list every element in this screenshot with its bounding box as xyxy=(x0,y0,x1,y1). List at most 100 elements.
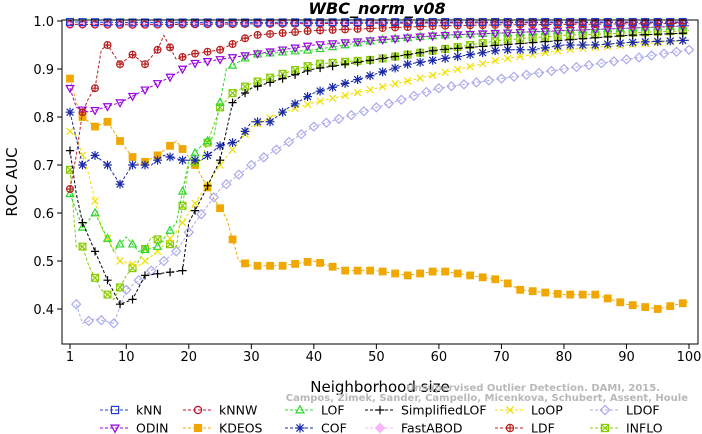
data-point-ldof xyxy=(133,274,145,286)
data-point-kdeos xyxy=(328,262,337,271)
series-knn xyxy=(65,17,689,27)
data-point-loop xyxy=(453,65,462,74)
data-point-simplifiedlof xyxy=(228,98,237,107)
data-point-knn xyxy=(216,18,225,27)
data-point-kdeos xyxy=(516,285,525,294)
data-point-cof xyxy=(378,67,388,77)
data-point-simplifiedlof xyxy=(140,271,150,280)
data-point-kdeos xyxy=(378,267,387,276)
data-point-cof xyxy=(390,63,400,73)
data-point-ldof xyxy=(458,79,470,90)
data-point-ldof xyxy=(321,117,332,129)
data-point-odin xyxy=(515,28,525,38)
data-point-odin xyxy=(90,106,100,116)
data-point-simplifiedlof xyxy=(353,58,362,67)
data-point-loop xyxy=(316,97,324,105)
data-point-odin xyxy=(227,54,238,63)
data-point-simplifiedlof xyxy=(203,181,212,190)
data-point-inflo xyxy=(253,77,262,86)
data-point-ldof xyxy=(508,71,520,82)
data-point-ldof xyxy=(70,298,82,310)
data-point-knn xyxy=(328,18,337,27)
data-point-ldof xyxy=(383,98,395,109)
x-tick-label: 90 xyxy=(618,350,635,365)
data-point-odin xyxy=(352,38,363,47)
data-point-odin xyxy=(440,31,450,41)
data-point-loop xyxy=(478,59,487,68)
data-point-lof xyxy=(327,41,338,51)
legend-marker-knnw xyxy=(193,405,203,415)
data-point-knn xyxy=(78,18,87,27)
data-point-ldf xyxy=(166,43,175,52)
data-point-loop xyxy=(503,54,512,63)
data-point-knn xyxy=(203,18,212,27)
data-point-loop xyxy=(228,145,237,154)
data-point-kdeos xyxy=(316,259,325,267)
legend-marker-ldf xyxy=(505,423,515,433)
series-line-cof xyxy=(69,39,690,186)
data-point-ldof xyxy=(521,69,532,81)
data-point-ldof xyxy=(571,61,582,73)
data-point-cof xyxy=(503,45,513,55)
data-point-cof xyxy=(528,45,538,55)
data-point-ldf xyxy=(241,34,250,43)
data-point-knn xyxy=(241,18,250,27)
data-point-lof xyxy=(90,207,100,217)
legend-item-knnw: kNNW xyxy=(183,403,257,418)
legend-marker-knn xyxy=(110,405,120,415)
data-point-odin xyxy=(77,106,88,116)
data-point-odin xyxy=(190,59,200,69)
data-point-simplifiedlof xyxy=(65,146,75,155)
data-point-ldof xyxy=(358,105,370,117)
data-point-cof xyxy=(140,160,150,170)
data-point-odin xyxy=(315,41,325,50)
data-point-knn xyxy=(303,18,312,27)
x-tick-label: 70 xyxy=(493,350,510,365)
data-point-odin xyxy=(202,58,213,67)
y-axis: 0.4 0.5 0.6 0.7 0.8 0.9 1.0 xyxy=(33,15,62,318)
data-point-loop xyxy=(178,218,187,227)
data-point-kdeos xyxy=(653,305,662,313)
data-point-loop xyxy=(66,127,74,136)
plot-area xyxy=(64,17,695,329)
data-point-simplifiedlof xyxy=(416,48,425,57)
data-point-ldof xyxy=(346,109,357,121)
data-point-lof xyxy=(452,29,463,38)
data-point-odin xyxy=(527,28,538,38)
legend-marker-odin xyxy=(110,424,120,434)
data-point-loop xyxy=(191,199,199,208)
data-point-cof xyxy=(540,43,550,53)
data-point-ldf xyxy=(141,60,150,69)
data-point-lof xyxy=(502,27,513,37)
data-point-ldf xyxy=(128,50,137,59)
data-point-knn xyxy=(541,17,550,26)
data-point-ldof xyxy=(371,102,382,113)
y-tick-label: 0.8 xyxy=(33,111,54,126)
data-point-loop xyxy=(116,257,124,265)
data-point-kdeos xyxy=(116,137,124,145)
data-point-ldof xyxy=(283,136,295,148)
legend-marker-simplifiedlof xyxy=(375,405,385,415)
data-point-cof xyxy=(90,150,100,160)
data-point-cof xyxy=(478,48,488,58)
legend-item-kdeos: KDEOS xyxy=(183,421,263,434)
data-point-lof xyxy=(565,25,575,34)
data-point-ldof xyxy=(158,255,170,267)
data-point-simplifiedlof xyxy=(578,34,587,43)
data-point-simplifiedlof xyxy=(165,268,175,277)
data-point-cof xyxy=(428,55,438,65)
data-point-loop xyxy=(141,257,149,265)
data-point-ldof xyxy=(583,59,595,71)
data-point-inflo xyxy=(103,290,112,299)
data-point-ldof xyxy=(483,75,495,86)
data-point-knn xyxy=(591,17,600,26)
data-point-kdeos xyxy=(128,153,137,161)
data-point-simplifiedlof xyxy=(441,45,450,54)
data-point-knn xyxy=(103,18,112,27)
x-tick-label: 40 xyxy=(306,350,323,365)
data-point-cof xyxy=(265,117,275,127)
data-point-odin xyxy=(265,48,275,58)
data-point-odin xyxy=(152,80,163,89)
series-line-ldof xyxy=(75,49,690,325)
